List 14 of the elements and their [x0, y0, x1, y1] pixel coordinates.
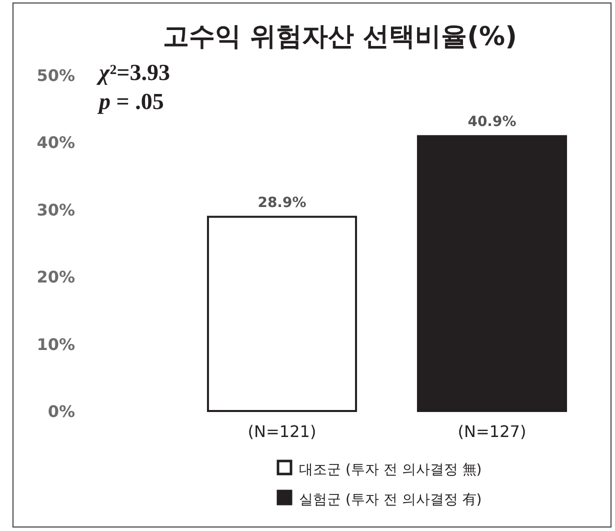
- xtick: (N=121): [248, 422, 316, 441]
- legend-label: 실험군 (투자 전 의사결정 有): [299, 492, 482, 508]
- ytick: 0%: [48, 402, 75, 421]
- data-label: 28.9%: [258, 194, 306, 211]
- ytick: 30%: [36, 200, 75, 220]
- legend-label: 대조군 (투자 전 의사결정 無): [299, 462, 482, 478]
- ytick: 40%: [36, 133, 75, 152]
- xtick: (N=127): [458, 422, 526, 441]
- annotation: p = .05: [99, 89, 164, 114]
- ytick: 20%: [36, 268, 75, 287]
- title: 고수익 위험자산 선택비율(%): [163, 22, 517, 52]
- ytick: 50%: [36, 66, 75, 85]
- data-label: 40.9%: [468, 114, 516, 130]
- ytick: 10%: [36, 334, 75, 354]
